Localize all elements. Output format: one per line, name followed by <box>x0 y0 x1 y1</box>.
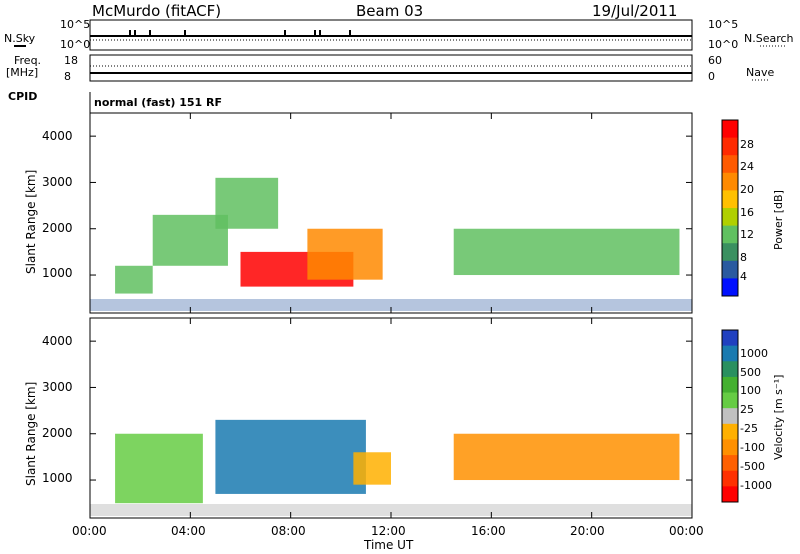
xtick: 16:00 <box>471 524 506 538</box>
xlabel: Time UT <box>364 538 414 552</box>
velocity-ytick: 1000 <box>42 471 73 485</box>
velocity-cb-tick: -1000 <box>740 479 772 492</box>
velocity-cb-tick: 500 <box>740 366 761 379</box>
power-cb-tick: 12 <box>740 228 754 241</box>
power-cb-tick: 24 <box>740 160 754 173</box>
velocity-colorbar-segment <box>722 376 738 394</box>
velocity-colorbar-segment <box>722 486 738 503</box>
nsearch-tick-bottom: 10^0 <box>708 38 739 51</box>
power-cb-tick: 20 <box>740 183 754 196</box>
freq-unit: [MHz] <box>6 66 39 79</box>
date-title: 19/Jul/2011 <box>592 2 678 20</box>
power-panel-frame <box>89 112 693 314</box>
velocity-colorbar-segment <box>722 423 738 440</box>
power-colorbar-segment <box>722 120 738 139</box>
power-colorbar-segment <box>722 137 738 156</box>
power-colorbar-segment <box>722 278 738 297</box>
nave-label: Nave <box>746 66 775 79</box>
power-region <box>115 265 153 294</box>
power-region <box>307 228 383 280</box>
xtick: 08:00 <box>271 524 306 538</box>
velocity-region <box>215 419 366 494</box>
nsky-tick-bottom: 10^0 <box>60 38 91 51</box>
power-ytick: 3000 <box>42 175 73 189</box>
nsearch-tick-top: 10^5 <box>708 18 739 31</box>
power-colorbar-segment <box>722 225 738 244</box>
freq-label: Freq. <box>14 54 42 67</box>
power-colorbar-segment <box>722 172 738 191</box>
velocity-region <box>115 433 203 504</box>
nave-tick-top: 60 <box>708 54 722 67</box>
nsearch-label: N.Search <box>744 32 794 45</box>
velocity-cb-tick: 1000 <box>740 347 768 360</box>
power-cb-tick: 28 <box>740 138 754 151</box>
nsky-tick-top: 10^5 <box>60 18 91 31</box>
velocity-ytick: 2000 <box>42 426 73 440</box>
power-cb-tick: 4 <box>740 270 747 283</box>
cpid-value: normal (fast) 151 RF <box>94 96 222 109</box>
velocity-ytick: 3000 <box>42 380 73 394</box>
power-colorbar-segment <box>722 260 738 279</box>
power-ytick: 1000 <box>42 266 73 280</box>
power-region <box>152 214 228 266</box>
velocity-ground-band <box>90 504 692 516</box>
velocity-region <box>453 433 680 481</box>
velocity-colorbar-segment <box>722 439 738 456</box>
freq-tick-bottom: 8 <box>64 70 71 83</box>
velocity-colorbar-segment <box>722 470 738 487</box>
power-region <box>215 177 279 229</box>
power-colorbar-frame <box>721 119 739 297</box>
xtick: 04:00 <box>171 524 206 538</box>
xtick: 00:00 <box>669 524 704 538</box>
freq-panel <box>89 54 693 82</box>
freq-tick-top: 18 <box>64 54 78 67</box>
power-cb-tick: 16 <box>740 206 754 219</box>
power-region <box>453 228 680 276</box>
velocity-colorbar-segment <box>722 345 738 362</box>
beam-title: Beam 03 <box>356 2 424 20</box>
velocity-colorbar-segment <box>722 361 738 378</box>
velocity-cb-tick: -100 <box>740 441 765 454</box>
xtick: 12:00 <box>371 524 406 538</box>
power-colorbar-segment <box>722 190 738 209</box>
station-title: McMurdo (fitACF) <box>92 2 222 20</box>
power-ground-band <box>90 299 692 311</box>
velocity-colorbar-segment <box>722 408 738 425</box>
velocity-colorbar-frame <box>721 329 739 503</box>
velocity-cb-tick: -25 <box>740 422 758 435</box>
velocity-ytick: 4000 <box>42 334 73 348</box>
velocity-colorbar-segment <box>722 455 738 472</box>
cpid-label: CPID <box>8 90 38 103</box>
velocity-colorbar-segment <box>722 330 738 347</box>
velocity-cb-tick: 25 <box>740 403 754 416</box>
power-colorbar-segment <box>722 155 738 174</box>
velocity-colorbar-segment <box>722 392 738 409</box>
power-colorbar-segment <box>722 243 738 262</box>
power-ytick: 4000 <box>42 129 73 143</box>
xtick: 00:00 <box>72 524 107 538</box>
velocity-cb-tick: -500 <box>740 460 765 473</box>
velocity-region <box>353 452 391 485</box>
nsky-label: N.Sky <box>4 32 36 45</box>
xtick: 20:00 <box>570 524 605 538</box>
velocity-cb-tick: 100 <box>740 384 761 397</box>
power-cb-tick: 8 <box>740 251 747 264</box>
power-ytick: 2000 <box>42 221 73 235</box>
power-colorbar-segment <box>722 208 738 227</box>
nave-tick-bottom: 0 <box>708 70 715 83</box>
